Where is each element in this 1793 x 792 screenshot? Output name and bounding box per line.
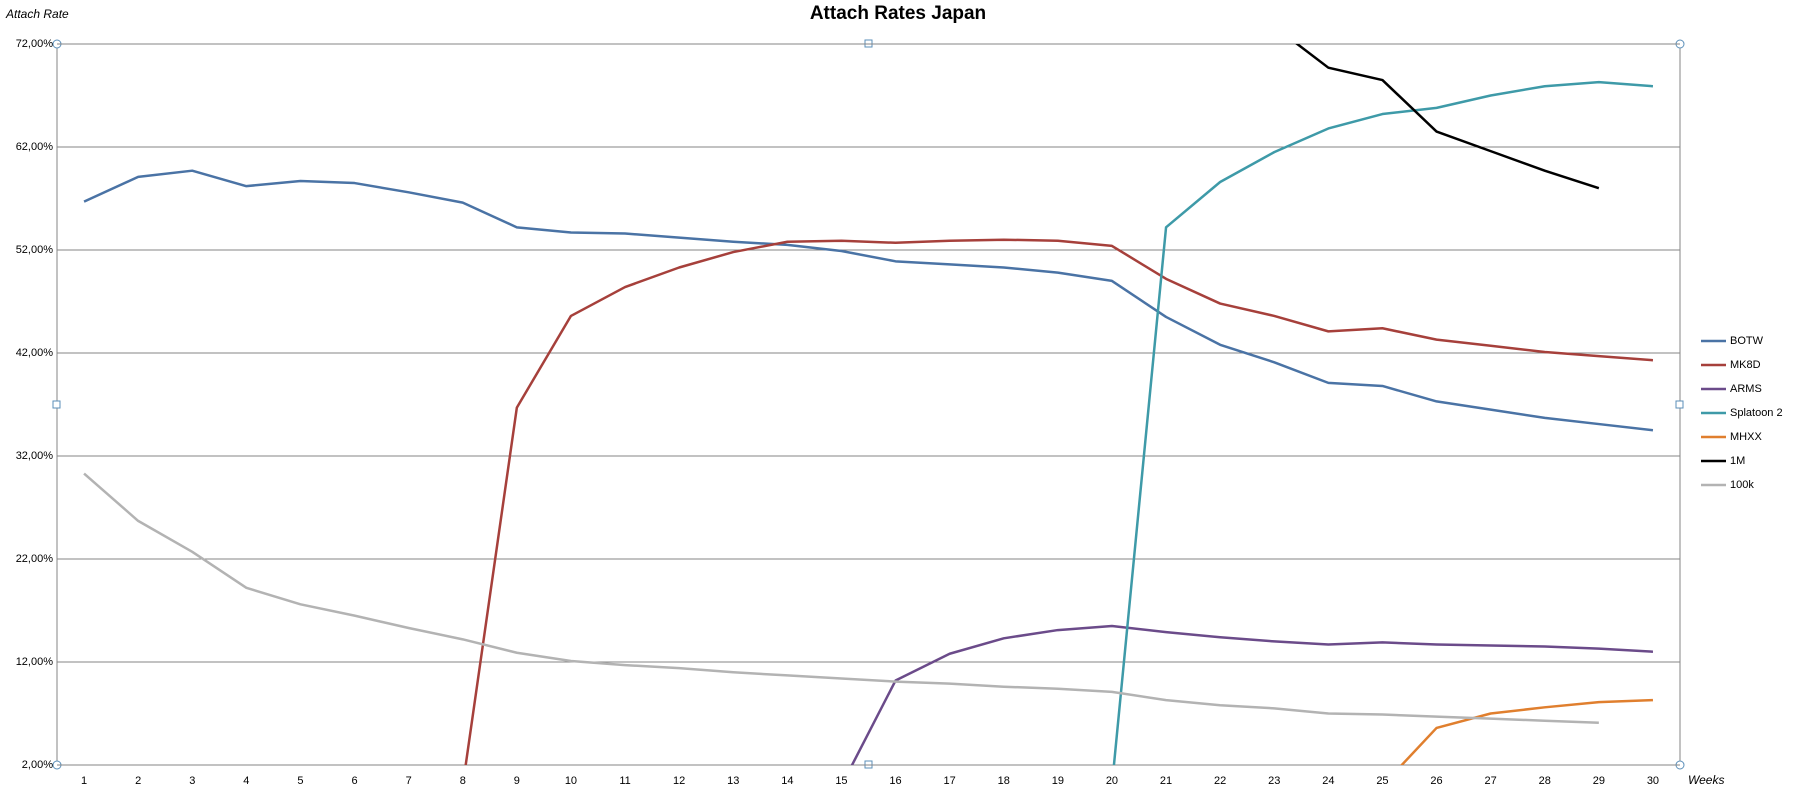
series-line	[1112, 80, 1654, 765]
y-tick-label: 52,00%	[16, 244, 54, 256]
series-line	[1295, 44, 1600, 190]
x-tick-label: 30	[1647, 775, 1659, 787]
legend-label: 100k	[1730, 479, 1754, 491]
y-tick-label: 72,00%	[16, 38, 54, 50]
x-tick-label: 4	[243, 775, 249, 787]
x-tick-label: 26	[1430, 775, 1442, 787]
x-tick-label: 19	[1052, 775, 1064, 787]
x-tick-label: 21	[1160, 775, 1172, 787]
x-tick-label: 6	[351, 775, 357, 787]
y-tick-label: 2,00%	[22, 759, 53, 771]
handle	[1675, 400, 1684, 409]
series-line	[83, 472, 1599, 725]
handle	[52, 400, 61, 409]
x-tick-label: 7	[406, 775, 412, 787]
x-tick-label: 12	[673, 775, 685, 787]
x-tick-label: 13	[727, 775, 739, 787]
x-tick-label: 14	[781, 775, 793, 787]
x-tick-label: 1	[81, 775, 87, 787]
x-tick-label: 24	[1322, 775, 1334, 787]
plot-frame	[56, 43, 1681, 766]
plot-lines	[83, 44, 1654, 765]
y-tick-label: 12,00%	[16, 656, 54, 668]
x-tick-label: 8	[460, 775, 466, 787]
x-tick-label: 25	[1376, 775, 1388, 787]
legend-label: 1M	[1730, 455, 1745, 467]
legend-label: BOTW	[1730, 335, 1764, 347]
x-tick-label: 20	[1106, 775, 1118, 787]
legend-label: MK8D	[1730, 359, 1761, 371]
x-tick-label: 18	[998, 775, 1010, 787]
series-line	[464, 238, 1654, 765]
x-tick-label: 23	[1268, 775, 1280, 787]
legend-label: MHXX	[1730, 431, 1762, 443]
series-line	[850, 624, 1654, 765]
selection-handles	[52, 39, 1685, 770]
x-tick-label: 3	[189, 775, 195, 787]
x-axis-title: Weeks	[1688, 773, 1724, 787]
x-tick-label: 5	[297, 775, 303, 787]
legend-label: ARMS	[1730, 383, 1762, 395]
x-tick-label: 28	[1539, 775, 1551, 787]
y-tick-label: 22,00%	[16, 553, 54, 565]
x-tick-label: 11	[619, 775, 630, 787]
x-tick-label: 9	[514, 775, 520, 787]
series-line	[83, 169, 1654, 432]
chart-title: Attach Rates Japan	[810, 3, 986, 24]
series-line	[1400, 698, 1653, 765]
x-tick-label: 17	[944, 775, 956, 787]
x-tick-label: 15	[835, 775, 847, 787]
x-tick-label: 27	[1485, 775, 1497, 787]
x-tick-label: 2	[135, 775, 141, 787]
y-tick-label: 42,00%	[16, 347, 54, 359]
x-tick-label: 29	[1593, 775, 1605, 787]
x-tick-label: 22	[1214, 775, 1226, 787]
y-axis-title: Attach Rate	[5, 7, 69, 21]
y-tick-label: 32,00%	[16, 450, 54, 462]
x-tick-label: 16	[889, 775, 901, 787]
legend-label: Splatoon 2	[1730, 407, 1783, 419]
x-tick-label: 10	[565, 775, 577, 787]
y-tick-label: 62,00%	[16, 141, 54, 153]
